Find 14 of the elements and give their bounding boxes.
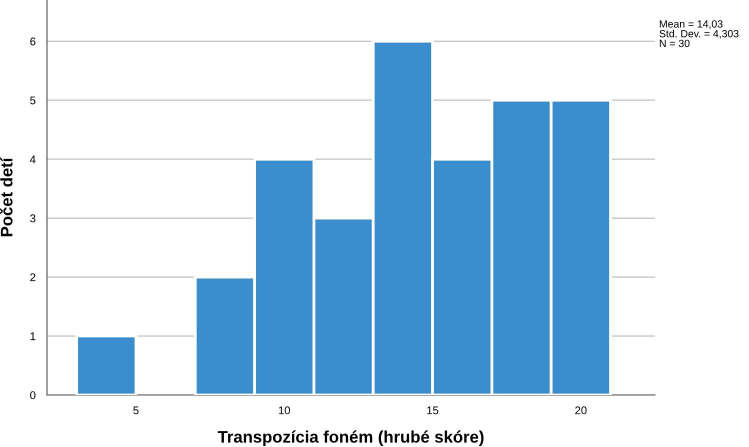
x-tick-label: 15 (427, 406, 438, 414)
text: Mean = 14,03 Std. Dev. = 4,303 N = 30 (659, 20, 739, 48)
y-tick-label: 3 (30, 214, 36, 222)
y-tick-label: 4 (30, 156, 36, 164)
x-axis-title: Transpozícia foném (hrubé skóre) (218, 430, 484, 446)
y-tick-label: 2 (30, 273, 36, 282)
x-tick-label: 20 (575, 406, 587, 414)
y-tick-label: 1 (30, 332, 36, 340)
x-tick-label: 5 (133, 406, 139, 414)
y-axis-title: Počet detí (0, 157, 13, 236)
y-tick-label: 5 (30, 96, 36, 104)
y-tick-label: 0 (30, 391, 36, 400)
y-tick-label: 6 (30, 38, 36, 46)
x-tick-label: 10 (278, 406, 290, 414)
